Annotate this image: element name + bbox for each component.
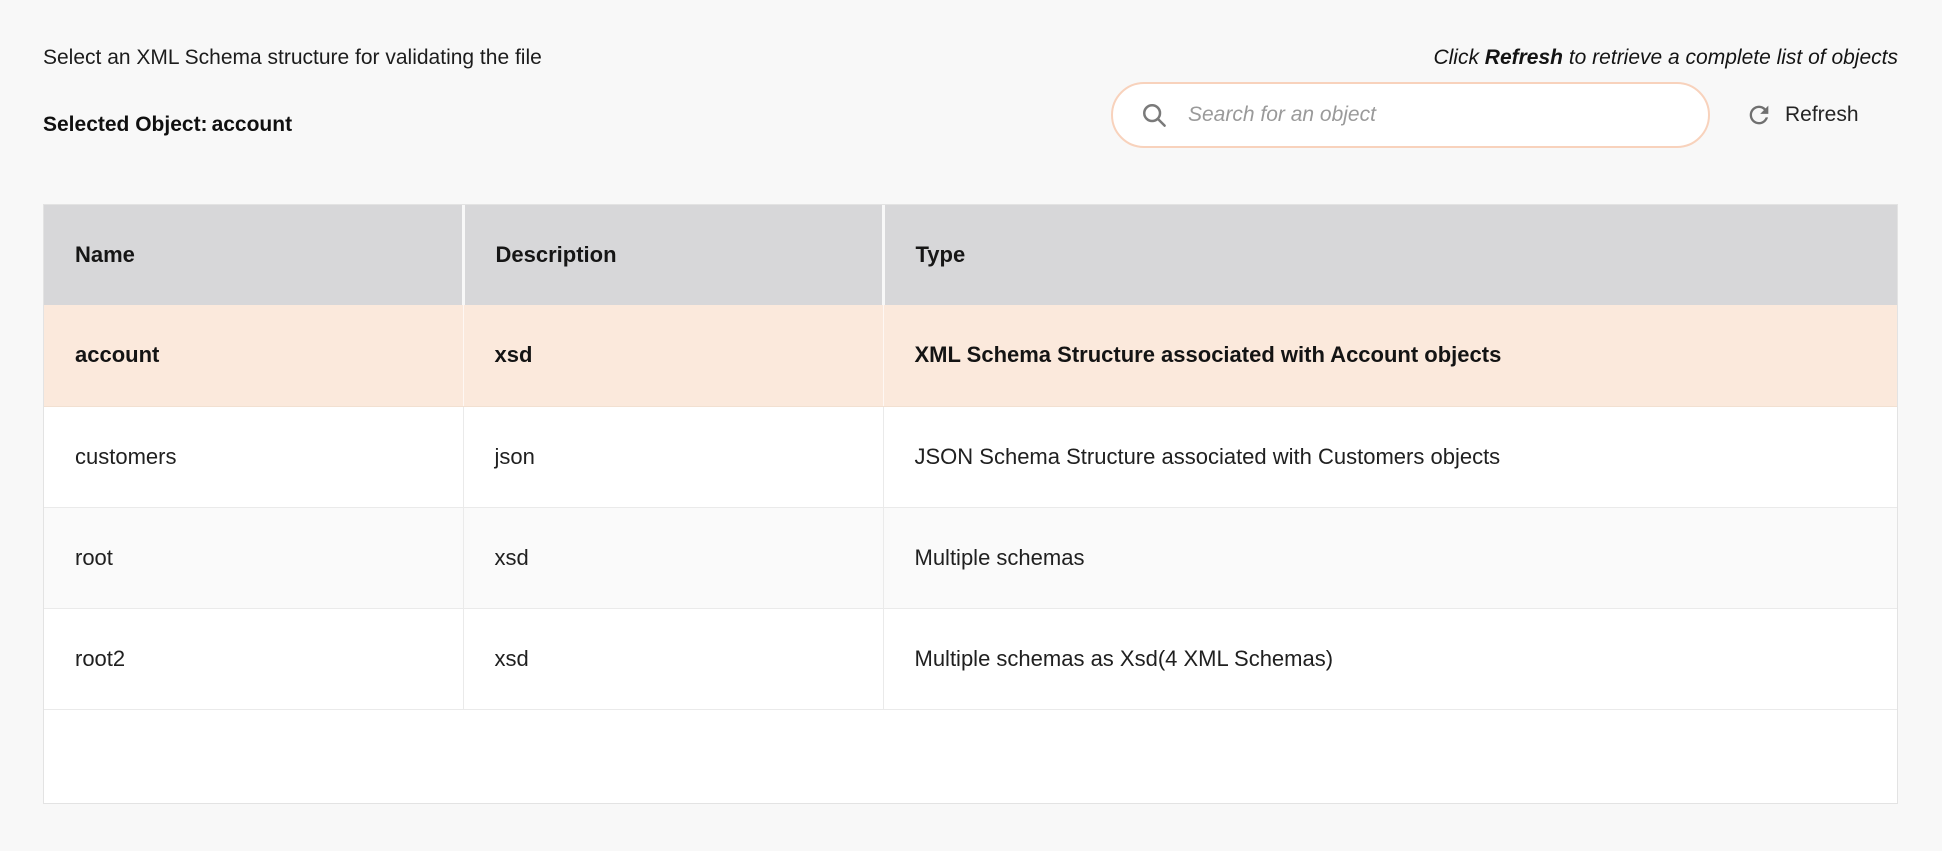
top-bar-right: Click Refresh to retrieve a complete lis… — [1111, 44, 1898, 148]
empty-cell — [44, 709, 1897, 803]
refresh-label: Refresh — [1785, 103, 1859, 126]
refresh-hint-text: Click Refresh to retrieve a complete lis… — [1111, 44, 1898, 71]
refresh-icon — [1745, 101, 1773, 129]
column-header-description: Description — [463, 205, 885, 305]
cell-type[interactable]: Multiple schemas — [883, 507, 1897, 609]
search-icon — [1139, 100, 1169, 130]
search-row: Refresh — [1111, 82, 1898, 148]
schema-table: Name Description Type account xsd XML Sc… — [43, 204, 1898, 804]
top-bar: Select an XML Schema structure for valid… — [43, 0, 1898, 148]
table-row-empty — [44, 709, 1897, 803]
instruction-text: Select an XML Schema structure for valid… — [43, 46, 542, 69]
table-row-customers[interactable]: customers json JSON Schema Structure ass… — [44, 406, 1897, 508]
cell-description[interactable]: xsd — [463, 305, 884, 407]
cell-description[interactable]: xsd — [463, 608, 884, 710]
table-row-root[interactable]: root xsd Multiple schemas — [44, 507, 1897, 609]
search-input[interactable] — [1186, 102, 1686, 128]
selected-object-text: Selected Object: account — [43, 111, 542, 138]
cell-description[interactable]: xsd — [463, 507, 884, 609]
search-box[interactable] — [1111, 82, 1710, 148]
cell-description[interactable]: json — [463, 406, 884, 508]
cell-type[interactable]: XML Schema Structure associated with Acc… — [883, 305, 1897, 407]
cell-name[interactable]: root2 — [44, 608, 464, 710]
cell-name[interactable]: customers — [44, 406, 464, 508]
cell-type[interactable]: Multiple schemas as Xsd(4 XML Schemas) — [883, 608, 1897, 710]
selected-object-value: account — [211, 113, 293, 136]
refresh-button[interactable]: Refresh — [1745, 101, 1859, 129]
table-header-row: Name Description Type — [44, 205, 1897, 305]
column-header-name: Name — [44, 205, 465, 305]
selected-object-label: Selected Object: — [43, 113, 208, 136]
cell-type[interactable]: JSON Schema Structure associated with Cu… — [883, 406, 1897, 508]
table-row-account[interactable]: account xsd XML Schema Structure associa… — [44, 305, 1897, 407]
table-row-root2[interactable]: root2 xsd Multiple schemas as Xsd(4 XML … — [44, 608, 1897, 710]
column-header-type: Type — [883, 205, 1897, 305]
hint-suffix: to retrieve a complete list of objects — [1563, 46, 1898, 69]
cell-name[interactable]: root — [44, 507, 464, 609]
schema-select-page: Select an XML Schema structure for valid… — [43, 0, 1898, 804]
cell-name[interactable]: account — [44, 305, 464, 407]
hint-prefix: Click — [1433, 46, 1485, 69]
hint-refresh-word: Refresh — [1484, 46, 1563, 69]
top-bar-left: Select an XML Schema structure for valid… — [43, 44, 542, 138]
